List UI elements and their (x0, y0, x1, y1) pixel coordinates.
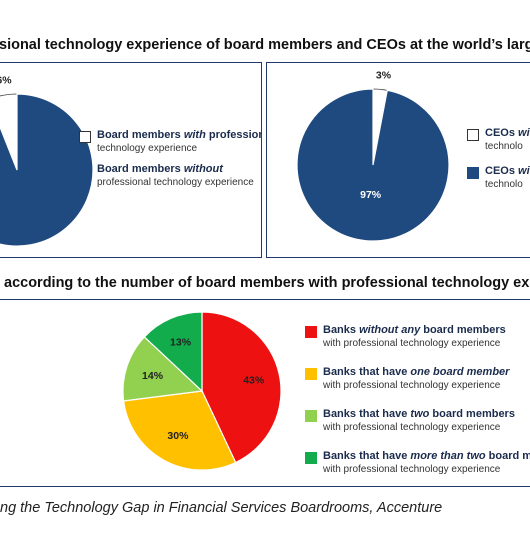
ceos-legend-line1: CEOs wi (485, 127, 530, 139)
top-section-heading: sional technology experience of board me… (0, 37, 530, 53)
banks-data-label: 43% (243, 374, 265, 386)
banks-slice-43 (201, 311, 282, 464)
banks-legend-line1: Banks that have more than two board mem (323, 450, 530, 462)
ceos-data-label: 97% (360, 189, 382, 201)
ceos-pie-chart: 3% 97% (296, 69, 450, 242)
board-members-legend-line2: technology experience (97, 143, 198, 154)
banks-data-label: 30% (167, 430, 189, 442)
ceos-legend-line2: technolo (485, 141, 523, 152)
banks-slice-13 (143, 311, 203, 393)
ceos-legend-swatch (467, 167, 479, 179)
banks-data-label: 13% (170, 336, 192, 348)
board-members-legend-line1: Board members without (97, 163, 223, 175)
ceos-legend-line1: CEOs with (485, 165, 530, 177)
board-members-legend-line1: Board members with professional (97, 129, 261, 141)
ceos-legend-line2: technolo (485, 179, 523, 190)
banks-pie-chart: 43% 30% 14% 13% (122, 311, 282, 471)
banks-legend-line1: Banks without any board members (323, 324, 506, 336)
banks-slice-30 (122, 390, 237, 471)
banks-legend-line2: with professional technology experience (323, 380, 501, 391)
board-members-panel: 6% Board members with professional techno… (0, 62, 262, 258)
banks-legend-line1: Banks that have two board members (323, 408, 515, 420)
banks-slice-14 (122, 336, 204, 402)
board-members-slice-part-1 (0, 93, 94, 247)
banks-legend-line2: with professional technology experience (323, 464, 501, 475)
source-footer: ng the Technology Gap in Financial Servi… (0, 500, 443, 516)
banks-legend-swatch (305, 326, 317, 338)
board-members-data-label: 6% (0, 75, 12, 87)
banks-legend-swatch (305, 368, 317, 380)
banks-legend-swatch (305, 410, 317, 422)
ceos-legend-swatch (467, 129, 479, 141)
board-members-legend-swatch (79, 131, 91, 143)
banks-legend-swatch (305, 452, 317, 464)
board-members-legend-swatch (79, 165, 91, 177)
middle-section-heading: according to the number of board members… (4, 275, 530, 291)
banks-panel: 43% 30% 14% 13% Banks without any board mem… (0, 299, 530, 487)
banks-legend-line2: with professional technology experience (323, 422, 501, 433)
ceos-data-label: 3% (376, 69, 392, 81)
ceos-slice-97 (296, 88, 450, 242)
banks-legend-line1: Banks that have one board member (323, 366, 510, 378)
board-members-pie-chart: 6% (0, 75, 94, 247)
board-members-legend-line2: professional technology experience (97, 177, 254, 188)
ceos-panel: 3% 97% CEOs wi technolo CEOs with technolo (266, 62, 530, 258)
banks-data-label: 14% (142, 370, 164, 382)
banks-legend-line2: with professional technology experience (323, 338, 501, 349)
